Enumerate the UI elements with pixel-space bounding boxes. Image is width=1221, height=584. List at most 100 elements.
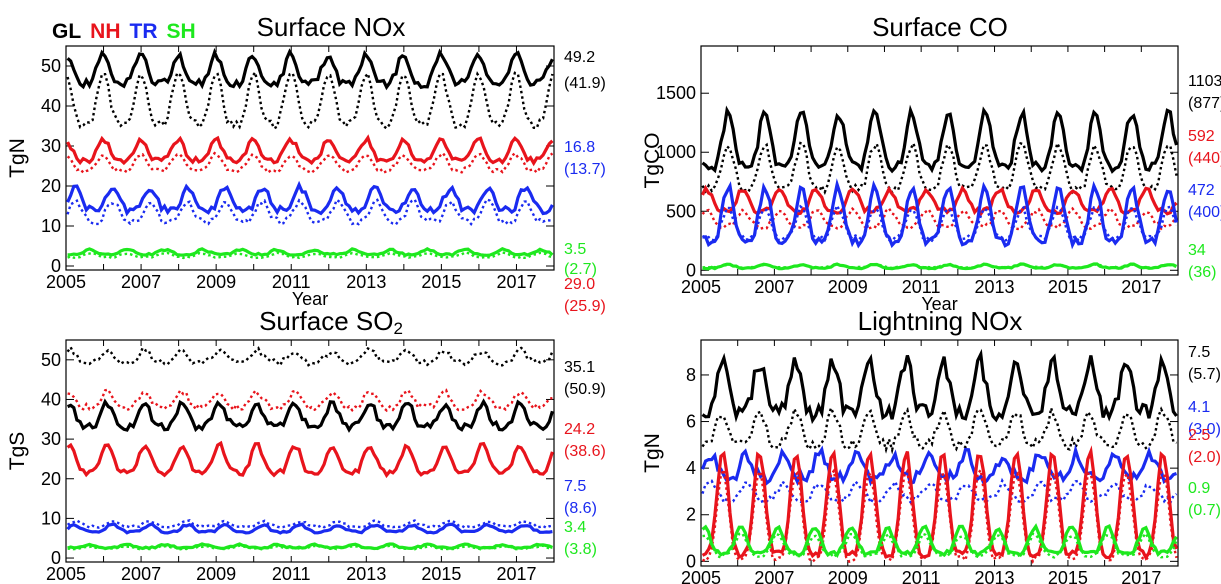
value-label-nh-baseline: (2.0) [1188,449,1221,466]
value-label-gl: 49.2 [564,49,595,66]
y-axis-label: TgN [6,138,29,178]
value-label-tr-baseline: (13.7) [564,161,606,178]
series-sh-solid-line [702,262,1178,271]
legend: GL NH TR SH [52,20,205,44]
panel-title: Lightning NOx [858,306,1023,336]
x-axis-label: Year [921,294,957,314]
x-tick-label: 2015 [421,272,461,292]
y-tick-label: 0 [686,260,696,280]
series-nh-solid-line [66,440,554,479]
y-tick-label: 50 [41,56,61,76]
y-tick-label: 10 [41,508,61,528]
value-label-sh-baseline: (0.7) [1188,502,1221,519]
panel-title: Surface NOx [257,12,406,42]
x-tick-label: 2005 [681,568,721,584]
y-tick-label: 20 [41,176,61,196]
series-gl-solid-line [701,104,1178,174]
value-label-sh: 3.5 [564,241,586,258]
value-label-sh: 34 [1188,242,1206,259]
x-axis-label: Year [292,289,328,309]
value-label-nh: 29.0 [564,276,595,293]
series-gl-dotted-line [66,344,554,368]
x-tick-label: 2017 [1121,568,1161,584]
series-nh-solid-line [66,134,554,167]
y-tick-label: 500 [666,201,696,221]
value-label-gl-baseline: (877) [1188,95,1221,112]
series-gl-dotted-line [701,139,1178,197]
value-label-sh: 3.4 [564,519,586,536]
legend-gl: GL [52,20,82,43]
x-tick-label: 2011 [272,564,311,584]
y-tick-label: 1000 [656,142,696,162]
x-tick-label: 2013 [346,564,386,584]
value-label-gl-baseline: (50.9) [564,381,606,398]
x-tick-label: 2011 [272,272,311,292]
series-gl-solid-line [66,47,554,91]
x-tick-label: 2007 [121,272,161,292]
plot-frame [65,339,555,563]
x-tick-label: 2013 [975,277,1015,297]
series-tr-dotted-line [701,202,1178,243]
value-label-sh: 0.9 [1188,480,1210,497]
series-sh-dotted-line [702,531,1178,559]
x-tick-label: 2017 [496,272,536,292]
series-gl-dotted-line [66,69,554,131]
x-tick-label: 2015 [1048,568,1088,584]
x-tick-label: 2011 [902,277,941,297]
x-tick-label: 2009 [828,568,868,584]
y-tick-label: 40 [41,96,61,116]
y-tick-label: 1500 [656,83,696,103]
x-tick-label: 2017 [1121,277,1161,297]
value-label-nh: 2.5 [1188,427,1210,444]
value-label-nh-baseline: (38.6) [564,443,606,460]
y-axis-label: TgCO [641,132,664,188]
x-tick-label: 2009 [196,272,236,292]
y-axis-label: TgN [641,433,664,473]
value-label-tr: 7.5 [564,478,586,495]
series-tr-solid-line [66,180,554,217]
value-label-tr-baseline: (400) [1188,204,1221,221]
series-nh-solid-line [701,184,1178,217]
x-tick-label: 2007 [121,564,161,584]
y-axis-label: TgS [6,432,29,471]
value-label-tr: 4.1 [1188,399,1210,416]
series-tr-solid-line [702,178,1178,250]
value-label-sh-baseline: (36) [1188,264,1216,281]
x-tick-label: 2005 [46,272,86,292]
series-tr-dotted-line [66,197,553,227]
series-sh-dotted-line [67,251,553,260]
legend-sh: SH [166,20,196,43]
x-tick-label: 2015 [421,564,461,584]
legend-tr: TR [129,20,158,43]
y-tick-label: 50 [41,350,61,370]
value-label-tr: 472 [1188,182,1215,199]
x-tick-label: 2009 [828,277,868,297]
series-tr-solid-line [66,522,553,535]
y-tick-label: 30 [41,136,61,156]
series-tr-dotted-line [66,519,553,530]
x-tick-label: 2013 [346,272,386,292]
series-sh-solid-line [701,523,1178,558]
value-label-nh: 24.2 [564,421,595,438]
series-gl-solid-line [66,398,554,433]
y-tick-label: 0 [51,256,61,276]
y-tick-label: 10 [41,216,61,236]
y-tick-label: 6 [686,412,696,432]
value-label-gl: 1103 [1188,73,1221,90]
x-tick-label: 2007 [754,568,794,584]
value-label-gl-baseline: (5.7) [1188,366,1221,383]
x-axis-label: Year [292,581,328,584]
x-tick-label: 2005 [681,277,721,297]
series-sh-solid-line [67,246,554,258]
x-tick-label: 2015 [1048,277,1088,297]
x-tick-label: 2005 [46,564,86,584]
y-tick-label: 30 [41,429,61,449]
value-label-tr: 16.8 [564,139,595,156]
value-label-nh-baseline: (440) [1188,150,1221,167]
y-tick-label: 0 [686,551,696,571]
series-nh-dotted-line [67,388,553,413]
y-tick-label: 0 [51,548,61,568]
series-sh-solid-line [67,542,554,551]
value-label-nh: 592 [1188,128,1215,145]
